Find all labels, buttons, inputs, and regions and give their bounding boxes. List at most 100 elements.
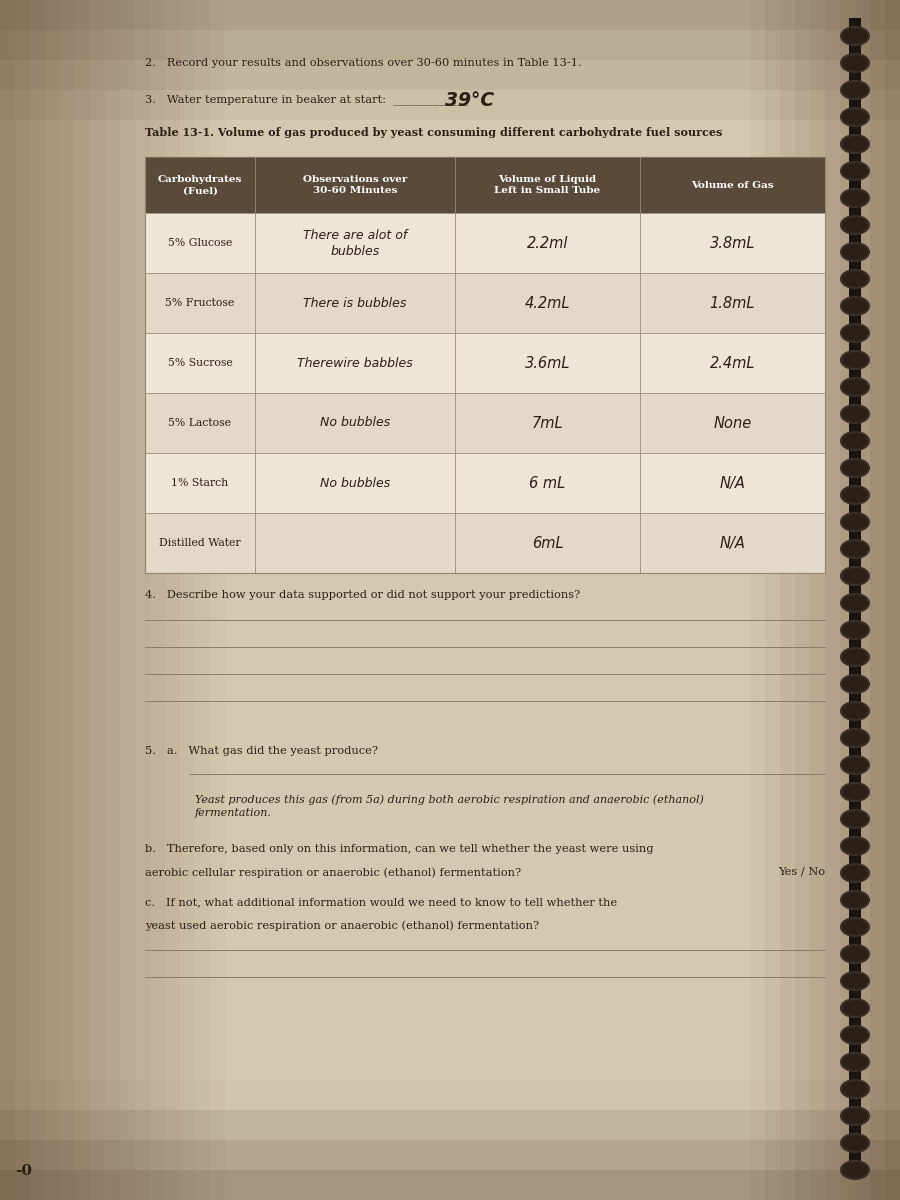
Bar: [0, 840, 900, 870]
Bar: [0, 750, 900, 780]
Text: 4.2mL: 4.2mL: [525, 295, 571, 311]
Text: Observations over
30-60 Minutes: Observations over 30-60 Minutes: [302, 175, 407, 196]
Bar: [360, 0, 375, 1200]
Bar: [849, 1152, 861, 1178]
Text: 2.4mL: 2.4mL: [710, 355, 755, 371]
Bar: [735, 0, 750, 1200]
Text: b.   Therefore, based only on this information, can we tell whether the yeast we: b. Therefore, based only on this informa…: [145, 844, 653, 854]
Bar: [0, 210, 900, 240]
Ellipse shape: [841, 54, 869, 72]
Bar: [645, 0, 660, 1200]
Bar: [849, 1044, 861, 1070]
Bar: [0, 900, 900, 930]
Text: 6 mL: 6 mL: [529, 475, 565, 491]
Bar: [660, 0, 675, 1200]
Text: 5% Fructose: 5% Fructose: [166, 298, 235, 308]
Ellipse shape: [841, 1162, 869, 1178]
Bar: [0, 300, 900, 330]
Bar: [0, 0, 15, 1200]
Bar: [0, 600, 900, 630]
Bar: [60, 0, 75, 1200]
Bar: [195, 0, 210, 1200]
Bar: [0, 330, 900, 360]
Text: N/A: N/A: [720, 475, 745, 491]
Text: 3.8mL: 3.8mL: [710, 235, 755, 251]
Bar: [585, 0, 600, 1200]
Bar: [849, 828, 861, 854]
Bar: [0, 1050, 900, 1080]
Bar: [0, 690, 900, 720]
Bar: [240, 0, 255, 1200]
Ellipse shape: [841, 404, 869, 422]
Bar: [840, 0, 855, 1200]
Ellipse shape: [841, 836, 869, 854]
Ellipse shape: [841, 134, 869, 152]
Ellipse shape: [841, 270, 869, 288]
Bar: [0, 270, 900, 300]
Text: Carbohydrates
(Fuel): Carbohydrates (Fuel): [158, 175, 242, 196]
Bar: [0, 390, 900, 420]
Ellipse shape: [841, 296, 869, 314]
Ellipse shape: [841, 324, 869, 342]
Bar: [849, 936, 861, 962]
Bar: [849, 638, 861, 666]
Ellipse shape: [841, 918, 869, 936]
Text: N/A: N/A: [720, 535, 745, 551]
Ellipse shape: [841, 188, 869, 206]
Bar: [849, 368, 861, 396]
Bar: [849, 234, 861, 260]
Ellipse shape: [841, 946, 869, 962]
Text: 2.   Record your results and observations over 30-60 minutes in Table 13-1.: 2. Record your results and observations …: [145, 58, 581, 68]
Bar: [849, 98, 861, 126]
Bar: [849, 180, 861, 206]
Text: There is bubbles: There is bubbles: [303, 296, 407, 310]
Bar: [0, 150, 900, 180]
Bar: [435, 0, 450, 1200]
Text: 39°C: 39°C: [445, 91, 494, 110]
Bar: [145, 332, 825, 392]
Bar: [849, 152, 861, 180]
Bar: [849, 692, 861, 720]
Bar: [0, 180, 900, 210]
Ellipse shape: [841, 162, 869, 180]
Bar: [600, 0, 615, 1200]
Ellipse shape: [841, 378, 869, 396]
Bar: [285, 0, 300, 1200]
Ellipse shape: [841, 458, 869, 476]
Bar: [145, 454, 825, 514]
Bar: [145, 157, 825, 572]
Text: Distilled Water: Distilled Water: [159, 538, 241, 548]
Bar: [849, 342, 861, 368]
Bar: [0, 1170, 900, 1200]
Bar: [405, 0, 420, 1200]
Ellipse shape: [841, 648, 869, 666]
Bar: [690, 0, 705, 1200]
Ellipse shape: [841, 566, 869, 584]
Text: There are alot of
bubbles: There are alot of bubbles: [303, 228, 407, 258]
Ellipse shape: [841, 702, 869, 720]
Ellipse shape: [841, 486, 869, 504]
Text: 3.6mL: 3.6mL: [525, 355, 571, 371]
Bar: [750, 0, 765, 1200]
Bar: [0, 90, 900, 120]
Bar: [480, 0, 495, 1200]
Bar: [849, 612, 861, 638]
Bar: [849, 44, 861, 72]
Ellipse shape: [841, 594, 869, 612]
Ellipse shape: [841, 1054, 869, 1070]
Ellipse shape: [841, 350, 869, 368]
Bar: [849, 882, 861, 910]
Bar: [145, 272, 825, 332]
Bar: [270, 0, 285, 1200]
Ellipse shape: [841, 216, 869, 234]
Bar: [540, 0, 555, 1200]
Bar: [105, 0, 120, 1200]
Bar: [675, 0, 690, 1200]
Bar: [849, 18, 861, 44]
Text: -0: -0: [15, 1164, 32, 1178]
Bar: [849, 720, 861, 746]
Text: 7mL: 7mL: [532, 415, 563, 431]
Ellipse shape: [841, 890, 869, 910]
Bar: [0, 30, 900, 60]
Bar: [630, 0, 645, 1200]
